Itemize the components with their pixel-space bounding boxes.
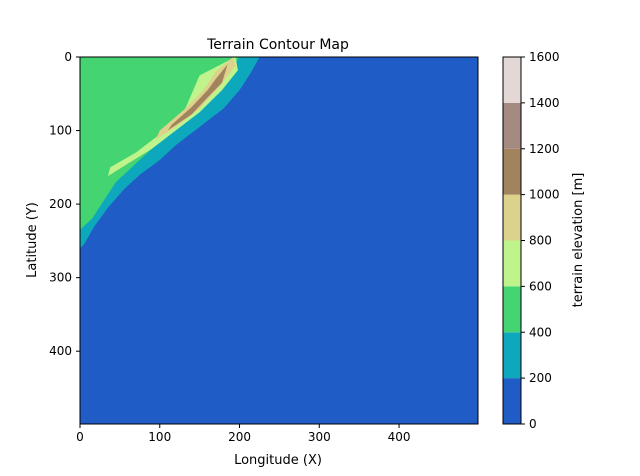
colorbar-label: terrain elevation [m] — [571, 173, 586, 308]
chart-title: Terrain Contour Map — [206, 37, 349, 53]
colorbar-swatch — [503, 378, 521, 424]
x-tick-label: 100 — [148, 430, 171, 444]
x-tick-label: 0 — [76, 430, 84, 444]
y-tick-label: 400 — [49, 344, 72, 358]
colorbar-tick-label: 1600 — [529, 50, 560, 64]
colorbar-swatch — [503, 240, 521, 287]
contour-band-1000 — [167, 64, 228, 131]
x-axis-label: Longitude (X) — [234, 453, 322, 468]
x-tick-label: 200 — [228, 430, 251, 444]
colorbar-swatch — [503, 286, 521, 333]
colorbar-swatch — [503, 194, 521, 241]
contour-band-600 — [107, 57, 238, 177]
colorbar-swatch — [503, 332, 521, 379]
y-tick-label: 300 — [49, 271, 72, 285]
y-axis-label: Latitude (Y) — [25, 202, 40, 278]
y-tick-label: 100 — [49, 124, 72, 138]
y-tick-label: 200 — [49, 197, 72, 211]
y-axis-ticks: 0 100 200 300 400 — [49, 50, 80, 358]
colorbar-ticks: 0 200 400 600 800 1000 1200 1400 1600 — [521, 50, 560, 431]
plot-area — [80, 57, 478, 424]
colorbar-swatch — [503, 148, 521, 195]
contour-band-800 — [155, 57, 236, 140]
colorbar-tick-label: 200 — [529, 371, 552, 385]
colorbar-tick-label: 1400 — [529, 96, 560, 110]
colorbar-swatch — [503, 57, 521, 103]
colorbar-tick-label: 600 — [529, 279, 552, 293]
colorbar-swatch — [503, 102, 521, 149]
colorbar — [502, 56, 522, 425]
x-tick-label: 400 — [388, 430, 411, 444]
colorbar-tick-label: 400 — [529, 325, 552, 339]
colorbar-tick-label: 1000 — [529, 188, 560, 202]
x-tick-label: 300 — [308, 430, 331, 444]
colorbar-tick-label: 800 — [529, 234, 552, 248]
colorbar-tick-label: 0 — [529, 417, 537, 431]
plot-frame — [79, 56, 479, 425]
y-tick-label: 0 — [64, 50, 72, 64]
x-axis-ticks: 0 100 200 300 400 — [76, 424, 410, 444]
colorbar-tick-label: 1200 — [529, 142, 560, 156]
